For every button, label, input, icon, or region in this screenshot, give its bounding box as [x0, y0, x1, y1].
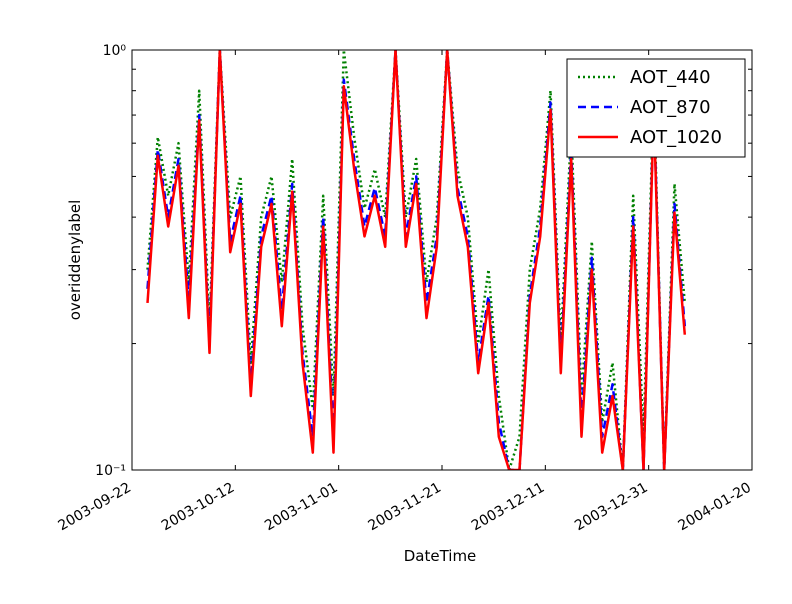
legend-label-1: AOT_440	[630, 67, 711, 88]
x-tick-label: 2003-11-21	[366, 480, 444, 535]
legend-label-2: AOT_870	[630, 97, 711, 118]
legend: AOT_440 AOT_870 AOT_1020	[566, 58, 746, 158]
legend-label-3: AOT_1020	[630, 127, 722, 148]
series-layer	[146, 50, 687, 470]
x-tick-label: 2003-10-12	[159, 480, 237, 535]
x-tick-label: 2003-11-01	[262, 480, 340, 535]
x-tick-label: 2004-01-20	[676, 480, 754, 535]
x-tick-label: 2003-12-31	[572, 480, 650, 535]
y-tick-label: 10⁰	[103, 43, 127, 59]
x-tick-label: 2003-12-11	[469, 480, 547, 535]
y-tick-label: 10⁻¹	[95, 463, 126, 479]
x-axis-label: DateTime	[404, 547, 477, 565]
series-line-3	[146, 50, 687, 470]
series-line-1	[146, 50, 687, 470]
x-tick-label: 2003-09-22	[56, 480, 134, 535]
y-axis-label: overiddenylabel	[66, 200, 84, 321]
